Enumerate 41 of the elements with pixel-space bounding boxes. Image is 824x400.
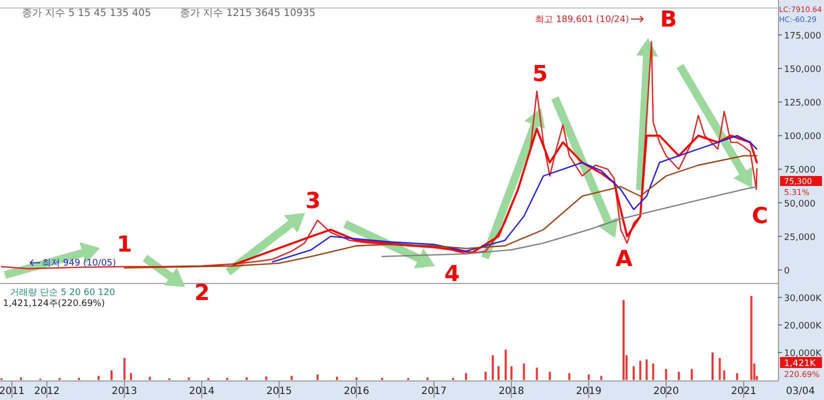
y-tick-label: 175,000 [784,31,822,42]
y-tick-label: 10,000K [784,348,822,359]
y-tick-label: 20,000K [784,321,822,332]
x-tick-label: 2019 [576,386,602,397]
y-tick-label: 100,000 [784,132,822,142]
y-tick-label: 25,000 [784,232,816,243]
text: 220.69% [784,370,820,379]
y-tick-label: 150,000 [784,64,822,75]
annotation: 거래량 단순 5 20 60 120 [10,288,116,298]
annotation: A [615,247,633,272]
annotation: 3 [305,189,321,214]
annotation: 5 [532,62,548,87]
text: 03/04 [786,386,815,397]
x-tick-label: 2017 [421,386,447,397]
y-tick-label: 50,000 [784,199,816,210]
y-tick-label: 75,000 [784,166,816,176]
x-tick-label: 2016 [344,386,370,397]
text: 5.31% [784,188,810,197]
x-tick-label: 2011 [0,386,25,397]
x-tick-label: 2021 [730,386,756,397]
x-tick-label: 2018 [498,386,524,397]
annotation: B [660,8,677,33]
annotation: 2 [194,281,210,306]
x-tick-label: 2014 [189,386,214,397]
text: 75,300 [784,177,812,186]
x-tick-label: 2015 [266,386,292,397]
annotation: 최저 949 (10/05) [42,258,116,269]
annotation: 1,421,124주(220.69%) [3,299,105,309]
annotation: 1 [116,232,132,258]
y-tick-label: 125,000 [784,98,822,109]
x-tick-label: 2013 [112,386,138,397]
x-tick-label: 2012 [34,386,60,397]
y-tick-label: 30,000K [784,294,822,304]
text: 1,421K [784,359,817,369]
annotation: 4 [444,262,460,287]
annotation: 종가 지수 5 15 45 135 405 [22,8,152,19]
annotation: 최고 189,601 (10/24) [535,15,629,25]
y-tick-label: 0 [784,266,790,276]
x-tick-label: 2020 [653,386,679,397]
annotation: 종가 지수 1215 3645 10935 [180,8,316,19]
annotation: C [752,204,768,229]
